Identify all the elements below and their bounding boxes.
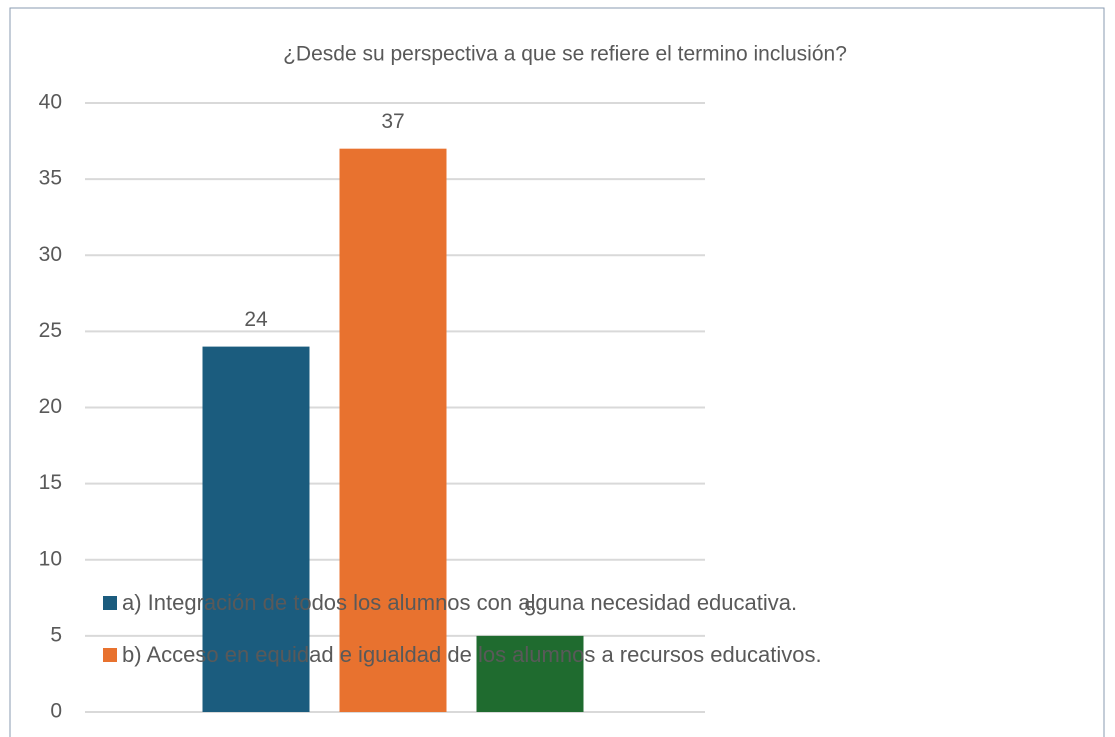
- y-tick-label: 25: [39, 319, 62, 342]
- y-tick-label: 15: [39, 471, 62, 494]
- data-label: 24: [244, 308, 268, 331]
- bar: [339, 148, 447, 713]
- legend-swatch: [103, 596, 117, 610]
- legend: a) Integración de todos los alumnos con …: [103, 588, 822, 692]
- legend-item: b) Acceso en equidad e igualdad de los a…: [103, 640, 822, 670]
- y-tick-label: 20: [39, 395, 62, 418]
- data-label: 5: [524, 597, 536, 620]
- chart-border: [9, 7, 1105, 737]
- legend-label: b) Acceso en equidad e igualdad de los a…: [122, 642, 822, 667]
- chart-title: ¿Desde su perspectiva a que se refiere e…: [283, 43, 847, 66]
- data-label: 37: [381, 110, 404, 133]
- y-tick-label: 5: [50, 623, 62, 646]
- y-tick-label: 30: [39, 243, 62, 266]
- legend-swatch: [103, 648, 117, 662]
- y-tick-label: 35: [39, 167, 62, 190]
- bar: [476, 635, 584, 712]
- y-tick-label: 40: [39, 91, 62, 114]
- y-tick-label: 0: [50, 700, 62, 723]
- legend-item: a) Integración de todos los alumnos con …: [103, 588, 822, 618]
- y-tick-label: 10: [39, 547, 62, 570]
- bar: [202, 346, 310, 712]
- legend-label: a) Integración de todos los alumnos con …: [122, 590, 798, 615]
